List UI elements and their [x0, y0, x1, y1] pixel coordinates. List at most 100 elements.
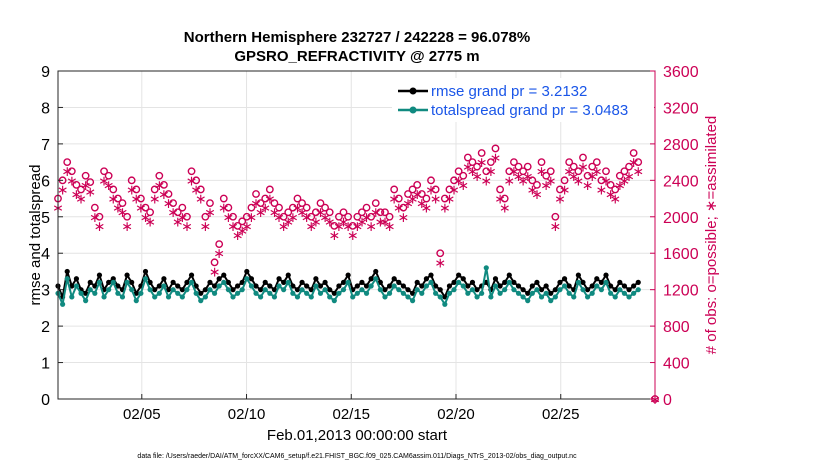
- assimilated-point: ∗: [66, 173, 78, 189]
- assimilated-point: ∗: [379, 214, 391, 230]
- totalspread-point: [451, 287, 457, 293]
- possible-point: [335, 212, 343, 221]
- possible-point: [284, 208, 293, 217]
- assimilated-point: ∗: [370, 205, 382, 221]
- possible-point: [275, 203, 283, 212]
- possible-point: [164, 190, 173, 198]
- possible-point: [385, 212, 394, 221]
- rmse-point: [492, 276, 499, 282]
- rmse-point: [87, 279, 93, 285]
- x-tick-label: 02/05: [123, 406, 161, 423]
- assimilated-point: ∗: [434, 255, 446, 271]
- possible-point: [136, 194, 145, 203]
- totalspread-point: [299, 287, 305, 293]
- rmse-point: [271, 287, 278, 293]
- assimilated-point: ∗: [503, 173, 515, 189]
- left-tick-label: 7: [41, 137, 50, 154]
- totalspread-point: [60, 301, 66, 307]
- rmse-point: [391, 276, 397, 282]
- assimilated-point: ∗: [342, 219, 354, 235]
- totalspread-point: [221, 279, 227, 285]
- totalspread-point: [87, 287, 93, 293]
- rmse-point: [340, 279, 347, 285]
- assimilated-point: ∗: [457, 178, 469, 194]
- rmse-point: [156, 283, 162, 289]
- right-tick-label: 1600: [663, 246, 699, 263]
- totalspread-point: [290, 290, 296, 296]
- rmse-point: [575, 272, 581, 278]
- totalspread-point: [294, 294, 301, 300]
- totalspread-point: [304, 290, 310, 296]
- plot-area: [58, 71, 655, 399]
- totalspread-point: [129, 287, 135, 293]
- assimilated-point: ∗: [393, 201, 405, 217]
- rmse-point: [253, 283, 259, 289]
- assimilated-point: ∗: [531, 187, 543, 203]
- rmse-point: [580, 279, 586, 285]
- totalspread-point: [631, 290, 637, 296]
- totalspread-point: [161, 283, 167, 289]
- right-tick-label: 2400: [663, 173, 699, 190]
- totalspread-point: [188, 279, 195, 285]
- totalspread-point: [368, 283, 374, 289]
- possible-point: [247, 203, 256, 212]
- x-tick-label: 02/25: [542, 406, 580, 423]
- assimilated-point: ∗: [264, 192, 276, 208]
- possible-point: [560, 176, 569, 185]
- rmse-point: [589, 283, 595, 289]
- rmse-point: [106, 279, 112, 285]
- totalspread-point: [207, 287, 213, 293]
- totalspread-point: [456, 279, 462, 285]
- assimilated-point: ∗: [71, 187, 83, 203]
- assimilated-point: ∗: [190, 182, 202, 198]
- possible-point: [353, 212, 362, 221]
- totalspread-point: [175, 290, 181, 296]
- possible-point: [565, 158, 574, 167]
- possible-point: [160, 180, 168, 189]
- rmse-point: [322, 279, 328, 285]
- possible-point: [440, 194, 449, 203]
- rmse-point: [446, 283, 453, 289]
- assimilated-point: ∗: [351, 219, 363, 235]
- series-possible: [54, 144, 643, 267]
- possible-point: [201, 212, 210, 221]
- assimilated-point: ∗: [471, 169, 483, 185]
- rmse-point: [285, 272, 291, 278]
- possible-point: [288, 203, 297, 212]
- rmse-point: [561, 276, 568, 282]
- possible-point: [569, 162, 578, 171]
- assimilated-point: ∗: [628, 155, 640, 171]
- rmse-point: [211, 283, 218, 289]
- totalspread-point: [285, 279, 291, 285]
- possible-point: [496, 185, 504, 194]
- possible-point: [321, 203, 329, 212]
- possible-point: [95, 212, 104, 221]
- rmse-point: [502, 279, 508, 285]
- totalspread-point: [133, 298, 139, 304]
- assimilated-point: ∗: [305, 219, 317, 235]
- totalspread-point: [557, 287, 563, 293]
- right-tick-label: 3200: [663, 100, 699, 117]
- totalspread-point: [492, 283, 499, 289]
- rmse-point: [437, 287, 443, 293]
- rmse-point: [396, 279, 402, 285]
- rmse-point: [327, 287, 333, 293]
- possible-point: [459, 171, 468, 180]
- totalspread-point: [69, 294, 75, 300]
- rmse-point: [83, 290, 89, 296]
- possible-point: [376, 208, 385, 217]
- totalspread-point: [635, 287, 641, 293]
- possible-point: [100, 167, 108, 176]
- assimilated-point: ∗: [632, 164, 644, 180]
- possible-point: [113, 194, 122, 203]
- right-tick-label: 0: [663, 392, 672, 409]
- assimilated-point: ∗: [439, 201, 451, 217]
- possible-point: [362, 203, 371, 212]
- possible-point: [67, 167, 76, 176]
- assimilated-point: ∗: [347, 228, 359, 244]
- totalspread-point: [506, 279, 512, 285]
- possible-point: [450, 176, 458, 185]
- totalspread-point: [414, 287, 420, 293]
- possible-point: [109, 185, 118, 194]
- possible-point: [588, 162, 597, 171]
